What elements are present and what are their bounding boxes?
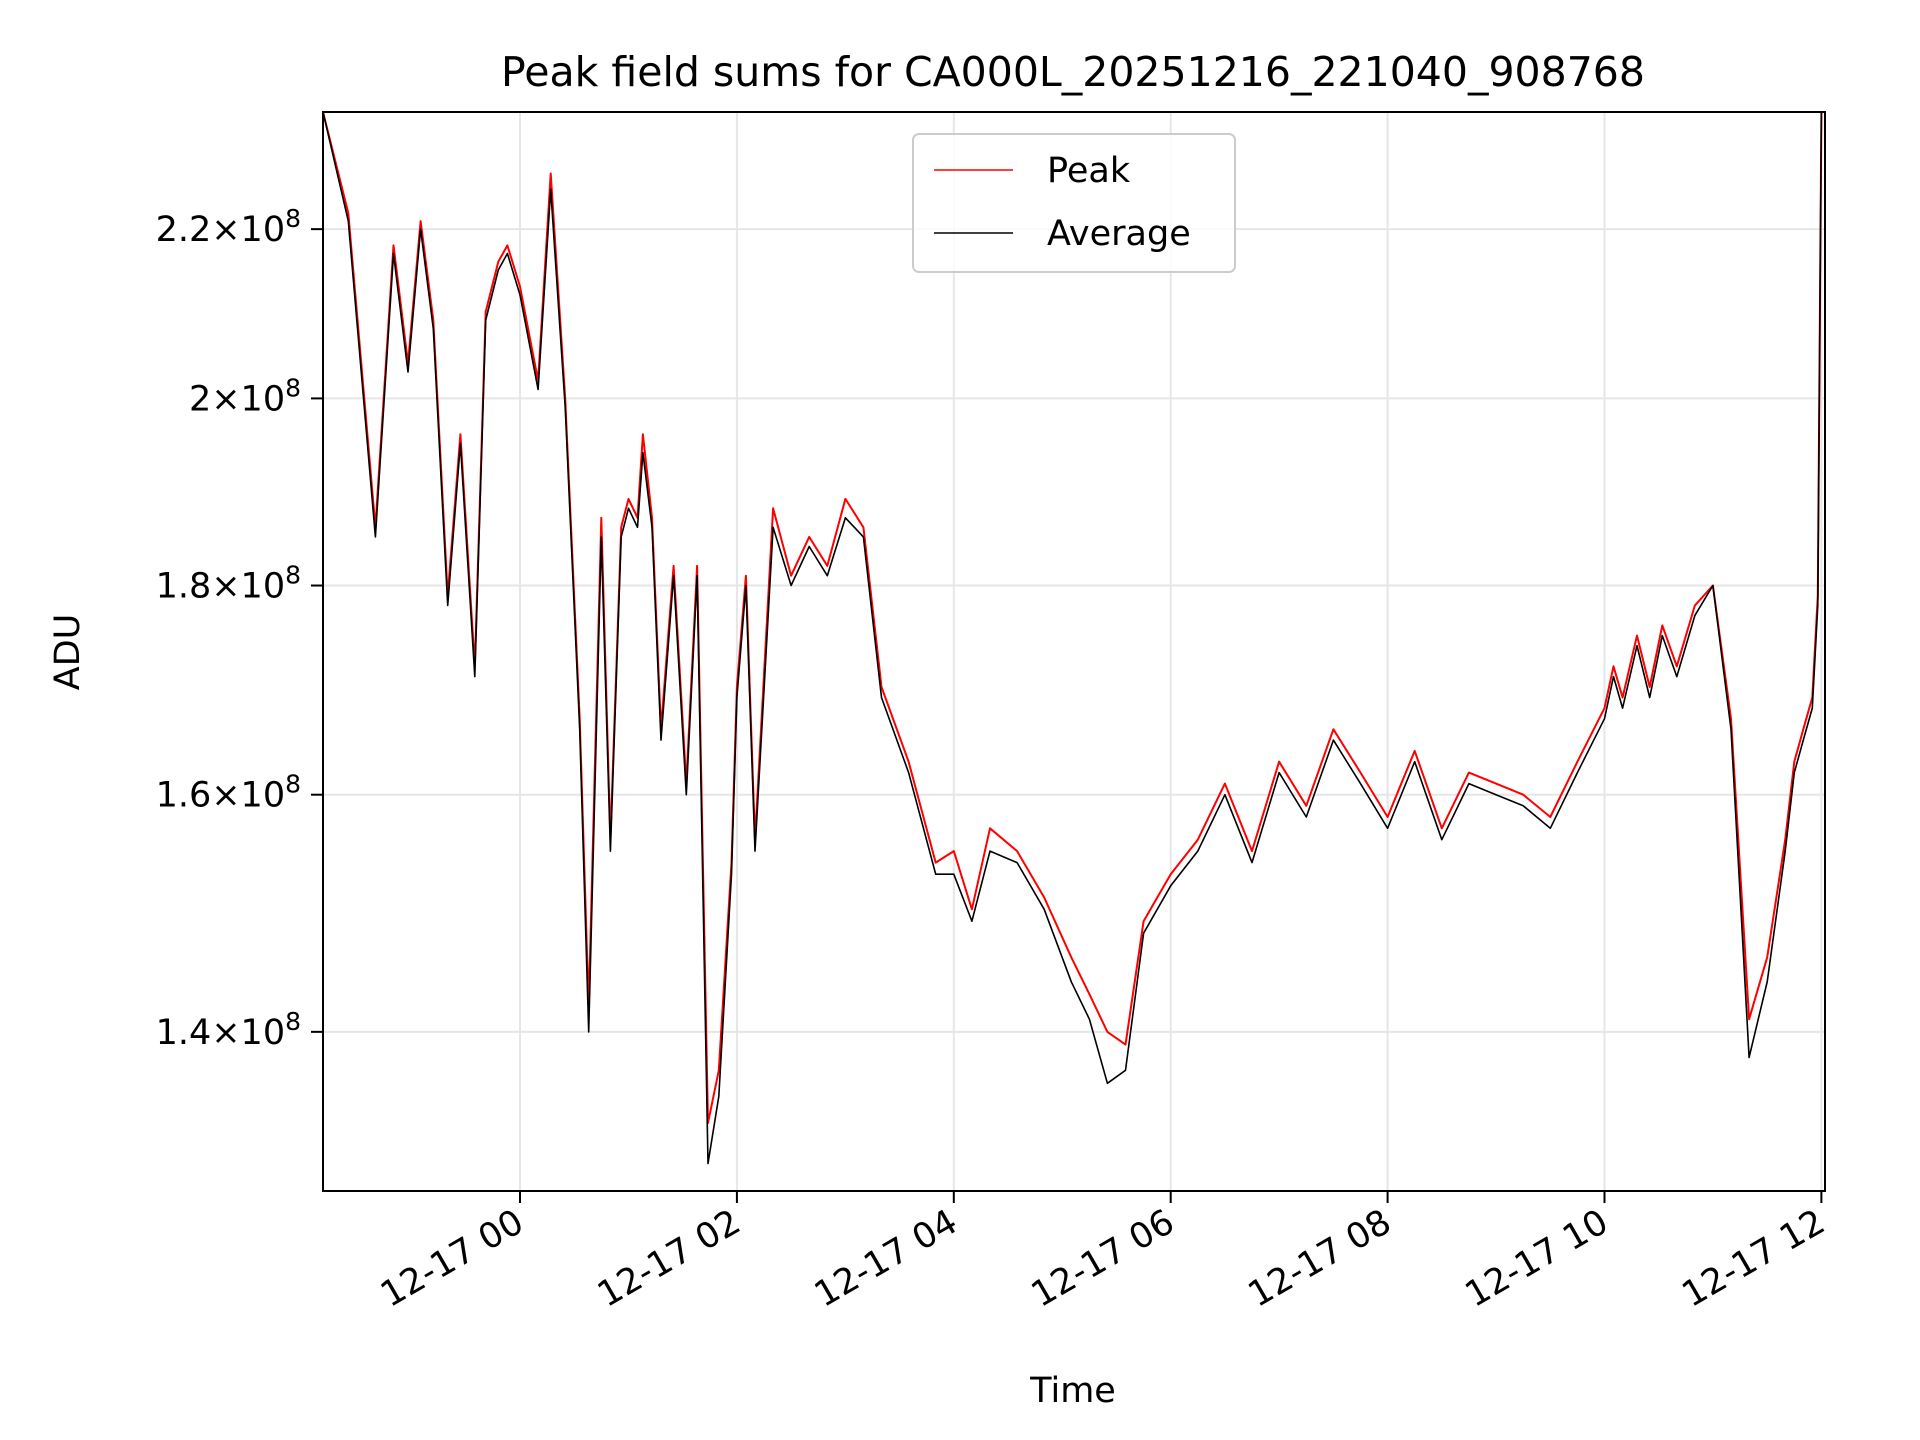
series-line-peak bbox=[323, 112, 1823, 1124]
grid bbox=[323, 112, 1825, 1191]
legend-box bbox=[912, 133, 1236, 273]
y-tick-label: 1.8×108 bbox=[156, 561, 301, 607]
legend-average-label: Average bbox=[1047, 214, 1191, 254]
series-layer bbox=[323, 112, 1823, 1165]
y-tick-label: 1.4×108 bbox=[156, 1007, 301, 1053]
legend: Peak Average bbox=[912, 133, 1236, 273]
y-tick-label: 1.6×108 bbox=[156, 770, 301, 816]
y-tick-label: 2×108 bbox=[189, 373, 301, 419]
series-line-average bbox=[323, 112, 1823, 1165]
legend-peak-label: Peak bbox=[1047, 151, 1131, 191]
plot-frame bbox=[322, 111, 1826, 1192]
y-tick-label: 2.2×108 bbox=[156, 204, 301, 250]
plot-area bbox=[323, 112, 1825, 1191]
x-axis-label: Time bbox=[1029, 1371, 1116, 1411]
y-axis-label: ADU bbox=[48, 614, 88, 691]
y-axis: 1.4×108 1.6×108 1.8×108 2×108 2.2×108 bbox=[156, 204, 323, 1053]
chart-title: Peak field sums for CA000L_20251216_2210… bbox=[501, 48, 1645, 96]
